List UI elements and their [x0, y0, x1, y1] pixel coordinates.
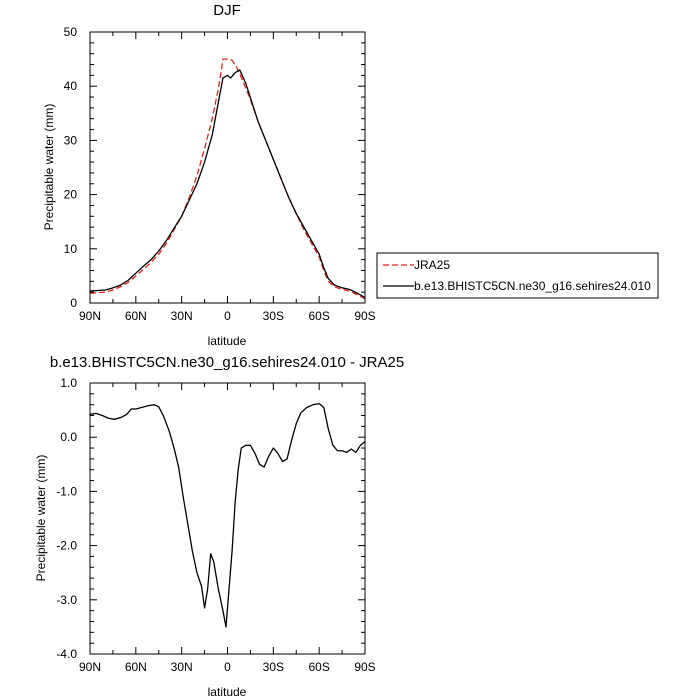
series-line-2 [89, 69, 366, 299]
top-line-chart: DJF 90N 60N 30N 0 30S 60S 90S 0 10 20 30 40 50 lati… [42, 2, 376, 348]
plot-frame [89, 31, 366, 304]
x-tick-label: 30N [171, 660, 193, 674]
y-tick-label: 40 [64, 79, 78, 93]
x-axis-title: latitude [208, 334, 247, 348]
x-tick-label: 60N [125, 660, 147, 674]
series-layer [89, 402, 366, 628]
x-tick-label: 60S [308, 309, 329, 323]
bottom-line-chart: b.e13.BHISTC5CN.ne30_g16.sehires24.010 -… [34, 354, 404, 699]
x-tick-label: 90S [354, 309, 375, 323]
ticks-layer [89, 382, 366, 655]
legend-label-model: b.e13.BHISTC5CN.ne30_g16.sehires24.010 [414, 279, 651, 293]
x-tick-label: 30S [263, 309, 284, 323]
y-tick-label: 0.0 [60, 430, 77, 444]
y-tick-label: 50 [64, 25, 78, 39]
series-line-1 [89, 58, 366, 300]
y-tick-labels: 0 10 20 30 40 50 [64, 25, 78, 310]
series-layer [89, 58, 366, 300]
y-tick-label: 10 [64, 242, 78, 256]
chart-title: b.e13.BHISTC5CN.ne30_g16.sehires24.010 -… [50, 354, 404, 371]
y-tick-label: -3.0 [56, 593, 77, 607]
y-tick-label: 30 [64, 133, 78, 147]
x-axis-title: latitude [208, 685, 247, 699]
y-axis-title: Precipitable water (mm) [34, 455, 48, 582]
x-tick-labels: 90N 60N 30N 0 30S 60S 90S [79, 309, 376, 323]
x-tick-labels: 90N 60N 30N 0 30S 60S 90S [79, 660, 376, 674]
x-tick-label: 90S [354, 660, 375, 674]
chart-title: DJF [213, 2, 241, 19]
x-tick-label: 60N [125, 309, 147, 323]
legend-label-jra25: JRA25 [414, 258, 450, 272]
y-tick-label: -4.0 [56, 647, 77, 661]
y-tick-label: 0 [70, 296, 77, 310]
y-tick-label: -2.0 [56, 539, 77, 553]
legend: JRA25 b.e13.BHISTC5CN.ne30_g16.sehires24… [376, 252, 659, 299]
y-tick-label: -1.0 [56, 484, 77, 498]
x-tick-label: 60S [308, 660, 329, 674]
x-tick-label: 30N [171, 309, 193, 323]
x-tick-label: 0 [224, 660, 231, 674]
x-tick-label: 0 [224, 309, 231, 323]
x-tick-label: 90N [79, 660, 101, 674]
y-tick-labels: 1.0 0.0 -1.0 -2.0 -3.0 -4.0 [56, 376, 77, 661]
legend-box [376, 252, 659, 299]
y-tick-label: 1.0 [60, 376, 77, 390]
x-tick-label: 90N [79, 309, 101, 323]
y-tick-label: 20 [64, 188, 78, 202]
series-line-1 [89, 402, 366, 628]
y-axis-title: Precipitable water (mm) [42, 104, 56, 231]
x-tick-label: 30S [263, 660, 284, 674]
ticks-layer [89, 31, 366, 304]
